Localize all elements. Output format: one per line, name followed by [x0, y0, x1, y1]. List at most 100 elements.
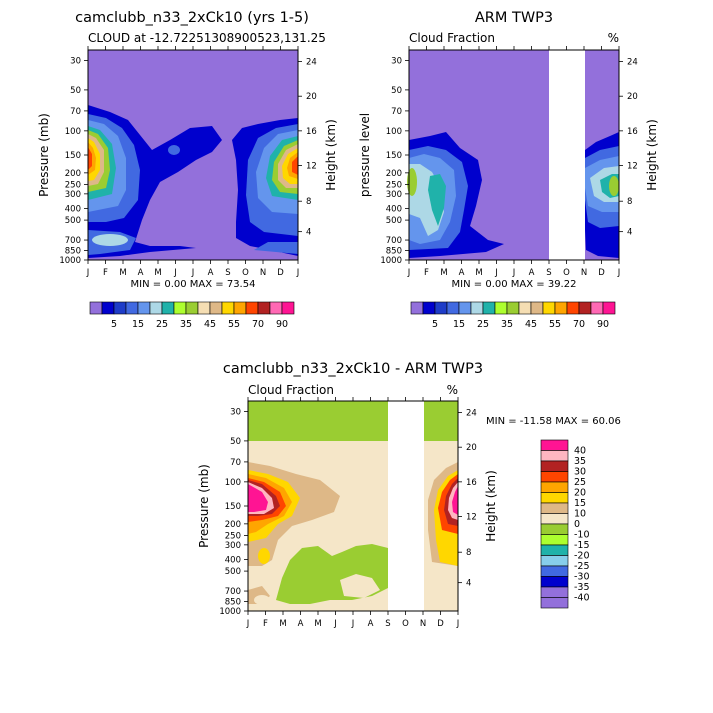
y-tick-label: 850 [225, 598, 241, 608]
x-tick-label: M [440, 268, 447, 278]
legend-label: 30 [574, 467, 586, 478]
x-tick-label: J [407, 268, 411, 278]
y-right-tick-label: 16 [466, 478, 477, 488]
y-tick-label: 100 [386, 127, 402, 137]
colorbar-label: 5 [111, 319, 117, 330]
y-tick-label: 400 [386, 205, 402, 215]
colorbar-label: 45 [525, 319, 537, 330]
legend-label: 15 [574, 498, 586, 509]
colorbar-swatch [125, 301, 139, 315]
colorbar-swatch [554, 301, 568, 315]
legend-swatch [540, 565, 569, 577]
colorbar-swatch [458, 301, 472, 315]
y-tick-label: 250 [386, 180, 402, 190]
y-tick-label: 200 [386, 169, 402, 179]
colorbar-swatch [446, 301, 460, 315]
x-tick-label: A [138, 268, 144, 278]
colorbar-swatch [113, 301, 127, 315]
x-tick-label: J [512, 268, 516, 278]
colorbar-label: 25 [477, 319, 489, 330]
x-tick-label: S [385, 619, 390, 629]
chart-2-stats: MIN = 0.00 MAX = 39.22 [452, 279, 577, 290]
y-tick-label: 150 [225, 502, 241, 512]
y-tick-label: 250 [225, 531, 241, 541]
chart-3-stats: MIN = -11.58 MAX = 60.06 [486, 416, 621, 427]
panel-1-contours [88, 50, 298, 260]
y-right-tick-label: 8 [466, 548, 471, 558]
colorbar-swatch [542, 301, 556, 315]
colorbar-swatch [506, 301, 520, 315]
x-tick-label: O [402, 619, 409, 629]
y-tick-label: 30 [230, 408, 241, 418]
colorbar-label: 25 [156, 319, 168, 330]
panel-2-axes: J F M A M J J A S O N D J305070100150200250300400500… [358, 46, 659, 278]
legend-label: 40 [574, 446, 586, 457]
colorbar-label: 70 [252, 319, 264, 330]
y-tick-label: 850 [65, 247, 81, 257]
colorbar-swatch [197, 301, 211, 315]
x-tick-label: O [242, 268, 249, 278]
y-right-tick-label: 20 [306, 92, 317, 102]
panel-1-axes: J F M A M J J A S O N D J305070100150200250300400500… [37, 46, 338, 278]
legend-swatch [540, 597, 569, 609]
legend-swatch [540, 586, 569, 598]
x-tick-label: A [368, 619, 374, 629]
chart-2-title: ARM TWP3 [475, 10, 553, 26]
chart-2-subtitle: Cloud Fraction [409, 31, 495, 45]
legend-label: -25 [574, 561, 590, 572]
colorbar-label: 90 [597, 319, 609, 330]
colorbar-label: 35 [501, 319, 513, 330]
colorbar-swatch [470, 301, 484, 315]
y-tick-label: 700 [225, 587, 241, 597]
y-tick-label: 700 [386, 236, 402, 246]
x-tick-label: A [298, 619, 304, 629]
y-tick-label: 30 [391, 57, 402, 67]
x-tick-label: A [459, 268, 465, 278]
x-tick-label: M [314, 619, 321, 629]
x-tick-label: F [103, 268, 108, 278]
chart-3-subtitle: Cloud Fraction [248, 383, 334, 397]
legend-label: -35 [574, 582, 590, 593]
y-tick-label: 200 [225, 520, 241, 530]
y-right-axis-title: Height (km) [484, 470, 498, 541]
y-tick-label: 30 [70, 57, 81, 67]
y-axis-title: pressure level [358, 113, 372, 197]
legend-label: -20 [574, 551, 590, 562]
y-tick-label: 50 [391, 86, 402, 96]
colorbar-swatch [566, 301, 580, 315]
colorbar-swatch [518, 301, 532, 315]
colorbar-2: 5 15 25 35 45 55 70 90 [410, 301, 616, 330]
x-tick-label: N [420, 619, 426, 629]
x-tick-label: S [225, 268, 230, 278]
legend-swatch [540, 492, 569, 504]
x-tick-label: F [263, 619, 268, 629]
legend-swatch [540, 502, 569, 514]
colorbar-swatch [185, 301, 199, 315]
colorbar-swatch [89, 301, 103, 315]
chart-1-subtitle: CLOUD at -12.72251308900523,131.25 [88, 31, 326, 45]
x-tick-label: J [246, 619, 250, 629]
y-axis-title: Pressure (mb) [37, 113, 51, 197]
colorbar-swatch [257, 301, 271, 315]
legend-swatch [540, 450, 569, 462]
chart-1-stats: MIN = 0.00 MAX = 73.54 [131, 279, 256, 290]
legend-swatch [540, 534, 569, 546]
colorbar-swatch [578, 301, 592, 315]
y-right-tick-label: 8 [627, 197, 632, 207]
y-right-tick-label: 20 [627, 92, 638, 102]
y-tick-label: 70 [391, 107, 402, 117]
x-tick-label: A [529, 268, 535, 278]
chart-2-unit: % [608, 31, 619, 45]
y-right-tick-label: 4 [306, 228, 311, 238]
y-right-tick-label: 24 [627, 58, 638, 68]
legend-label: 0 [574, 519, 580, 530]
colorbar-swatch [149, 301, 163, 315]
x-tick-label: J [333, 619, 337, 629]
y-tick-label: 1000 [380, 256, 402, 266]
colorbar-label: 55 [549, 319, 561, 330]
y-tick-label: 150 [65, 151, 81, 161]
x-tick-label: M [154, 268, 161, 278]
x-tick-label: J [173, 268, 177, 278]
y-tick-label: 400 [225, 556, 241, 566]
y-tick-label: 150 [386, 151, 402, 161]
